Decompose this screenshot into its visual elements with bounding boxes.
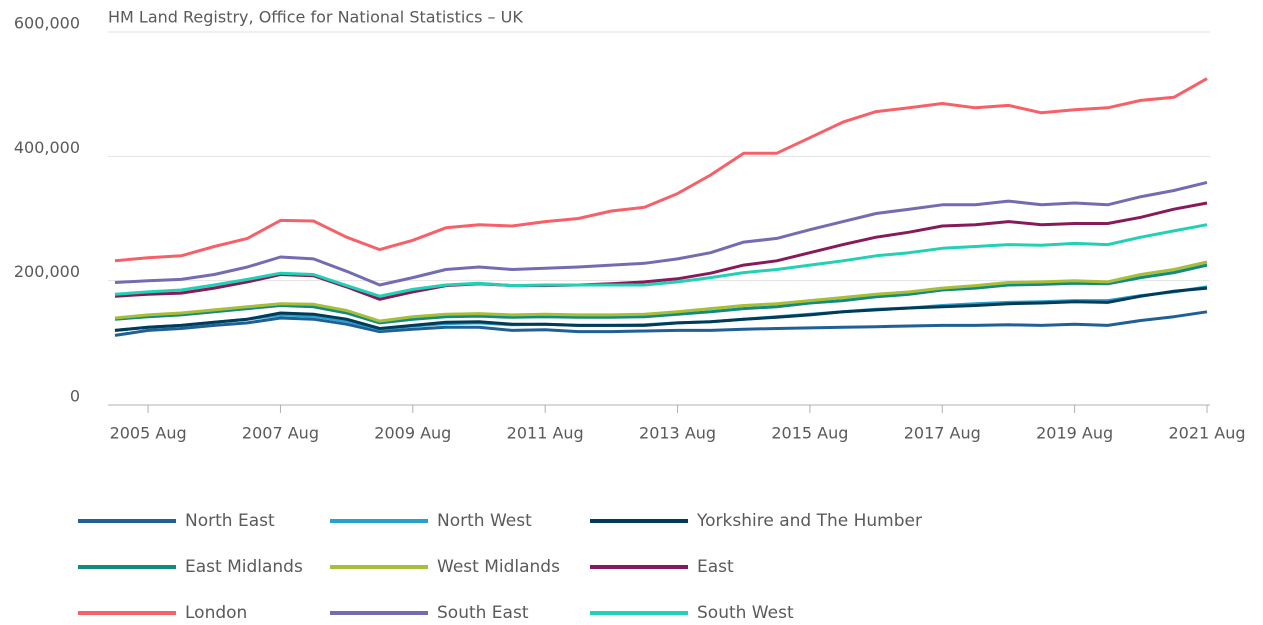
- x-tick-label: 2015 Aug: [771, 424, 848, 443]
- x-tick-label: 2021 Aug: [1168, 424, 1245, 443]
- x-tick-label: 2009 Aug: [374, 424, 451, 443]
- x-tick-label: 2017 Aug: [904, 424, 981, 443]
- series-line: [114, 180, 1208, 287]
- y-tick-label: 400,000: [14, 138, 80, 157]
- legend-label: East: [697, 557, 734, 577]
- legend-label: North East: [185, 511, 275, 531]
- series-line: [114, 286, 1208, 332]
- legend-label: South West: [697, 603, 794, 623]
- series-line: [114, 77, 1208, 263]
- x-tick-label: 2013 Aug: [639, 424, 716, 443]
- legend-label: West Midlands: [437, 557, 560, 577]
- x-tick-label: 2019 Aug: [1036, 424, 1113, 443]
- legend-label: North West: [437, 511, 532, 531]
- series-line: [114, 223, 1208, 298]
- legend-label: Yorkshire and The Humber: [696, 511, 922, 531]
- legend-label: London: [185, 603, 247, 623]
- chart-subtitle: HM Land Registry, Office for National St…: [108, 8, 523, 27]
- series-line: [114, 263, 1208, 325]
- x-tick-label: 2007 Aug: [242, 424, 319, 443]
- x-tick-label: 2011 Aug: [507, 424, 584, 443]
- series-line: [114, 260, 1208, 323]
- legend-label: East Midlands: [185, 557, 303, 577]
- y-tick-label: 600,000: [14, 14, 80, 33]
- y-tick-label: 200,000: [14, 262, 80, 281]
- y-tick-label: 0: [70, 387, 80, 406]
- x-tick-label: 2005 Aug: [110, 424, 187, 443]
- series-line: [114, 310, 1208, 337]
- legend-label: South East: [437, 603, 529, 623]
